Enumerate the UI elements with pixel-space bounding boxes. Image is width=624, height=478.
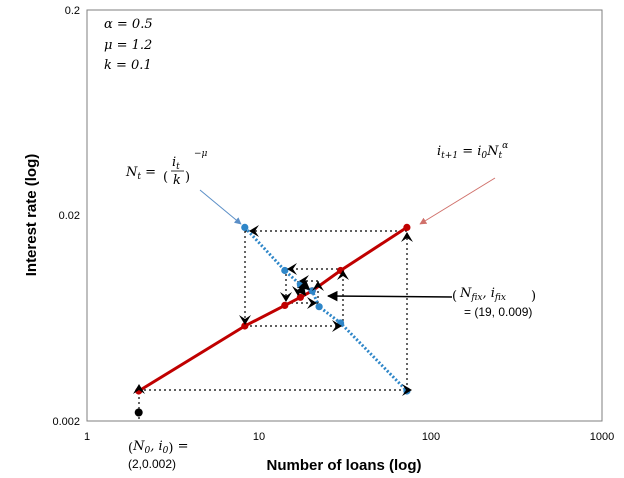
param-alpha: α = 0.5 (104, 17, 153, 32)
x-tick-label: 1000 (590, 431, 614, 443)
cobweb-arrowhead (249, 225, 259, 237)
y-tick-label: 0.002 (52, 416, 80, 428)
fixed-point-pointer (326, 290, 453, 302)
cobweb-arrowhead (287, 263, 297, 275)
cobweb-arrowhead (280, 292, 292, 302)
series-blue-curve (241, 223, 411, 395)
x-axis-title: Number of loans (log) (267, 457, 422, 474)
fixed-point-paren-right: ) (531, 289, 536, 304)
red-curve-formula: it+1 = i0Ntα (437, 141, 508, 161)
fixed-point-paren-left: ( (452, 289, 457, 304)
cobweb-arrowhead (239, 315, 251, 325)
data-point (241, 223, 249, 231)
plot-area (86, 9, 603, 422)
param-k: k = 0.1 (104, 58, 152, 73)
initial-point-value: (2,0.002) (128, 457, 176, 471)
x-tick-label: 100 (422, 431, 440, 443)
y-tick-label: 0.2 (65, 5, 80, 17)
blue-curve-paren-left: ( (163, 170, 168, 185)
blue-curve-formula: Nt = (125, 165, 156, 182)
fixed-point-annotation: ( Nfix, ifix ) = (19, 0.009) (326, 286, 536, 319)
blue-curve-annotation: Nt = ( it k ) −μ (125, 149, 242, 225)
blue-curve-paren-right: ) (185, 170, 190, 185)
y-axis-title: Interest rate (log) (23, 154, 40, 277)
y-tick-labels: 0.002 0.02 0.2 (52, 5, 80, 428)
cobweb-guides (138, 230, 408, 419)
red-curve-annotation: it+1 = i0Ntα (419, 141, 508, 225)
initial-point-label: (N0, i0) = (128, 439, 188, 456)
data-point (281, 301, 289, 309)
x-tick-labels: 1 10 100 1000 (84, 431, 614, 443)
cobweb-arrowhead (337, 270, 349, 280)
series-line (243, 226, 408, 393)
blue-curve-numerator: it (172, 155, 180, 172)
data-point (281, 266, 289, 275)
red-curve-pointer (419, 177, 496, 225)
data-point (315, 303, 323, 311)
fixed-point-label: Nfix, ifix (459, 286, 506, 303)
cobweb-arrows (133, 225, 413, 396)
cobweb-arrowhead (401, 232, 413, 242)
data-point (296, 293, 304, 301)
param-mu: μ = 1.2 (104, 38, 152, 53)
blue-curve-pointer (199, 189, 242, 225)
cobweb-arrowhead (133, 384, 145, 394)
cobweb-arrowhead (312, 281, 324, 291)
series-line (137, 226, 408, 393)
data-point (403, 223, 411, 231)
series-red-curve (135, 223, 411, 395)
series-layer (135, 223, 411, 395)
x-tick-label: 10 (253, 431, 265, 443)
cobweb-arrowhead (307, 297, 317, 309)
blue-curve-denominator: k (173, 173, 181, 188)
initial-point (134, 408, 143, 417)
initial-point-annotation: (N0, i0) = (2,0.002) (128, 439, 188, 471)
fixed-point-value: = (19, 0.009) (464, 305, 532, 319)
parameters-legend: α = 0.5 μ = 1.2 k = 0.1 (104, 17, 153, 73)
cobweb-arrowhead (296, 285, 306, 296)
x-tick-label: 1 (84, 431, 90, 443)
data-point (241, 322, 249, 330)
y-tick-label: 0.02 (59, 210, 80, 222)
cobweb-arrowhead (332, 320, 342, 332)
blue-curve-exponent: −μ (194, 149, 208, 159)
cobweb-arrowhead (402, 384, 412, 396)
